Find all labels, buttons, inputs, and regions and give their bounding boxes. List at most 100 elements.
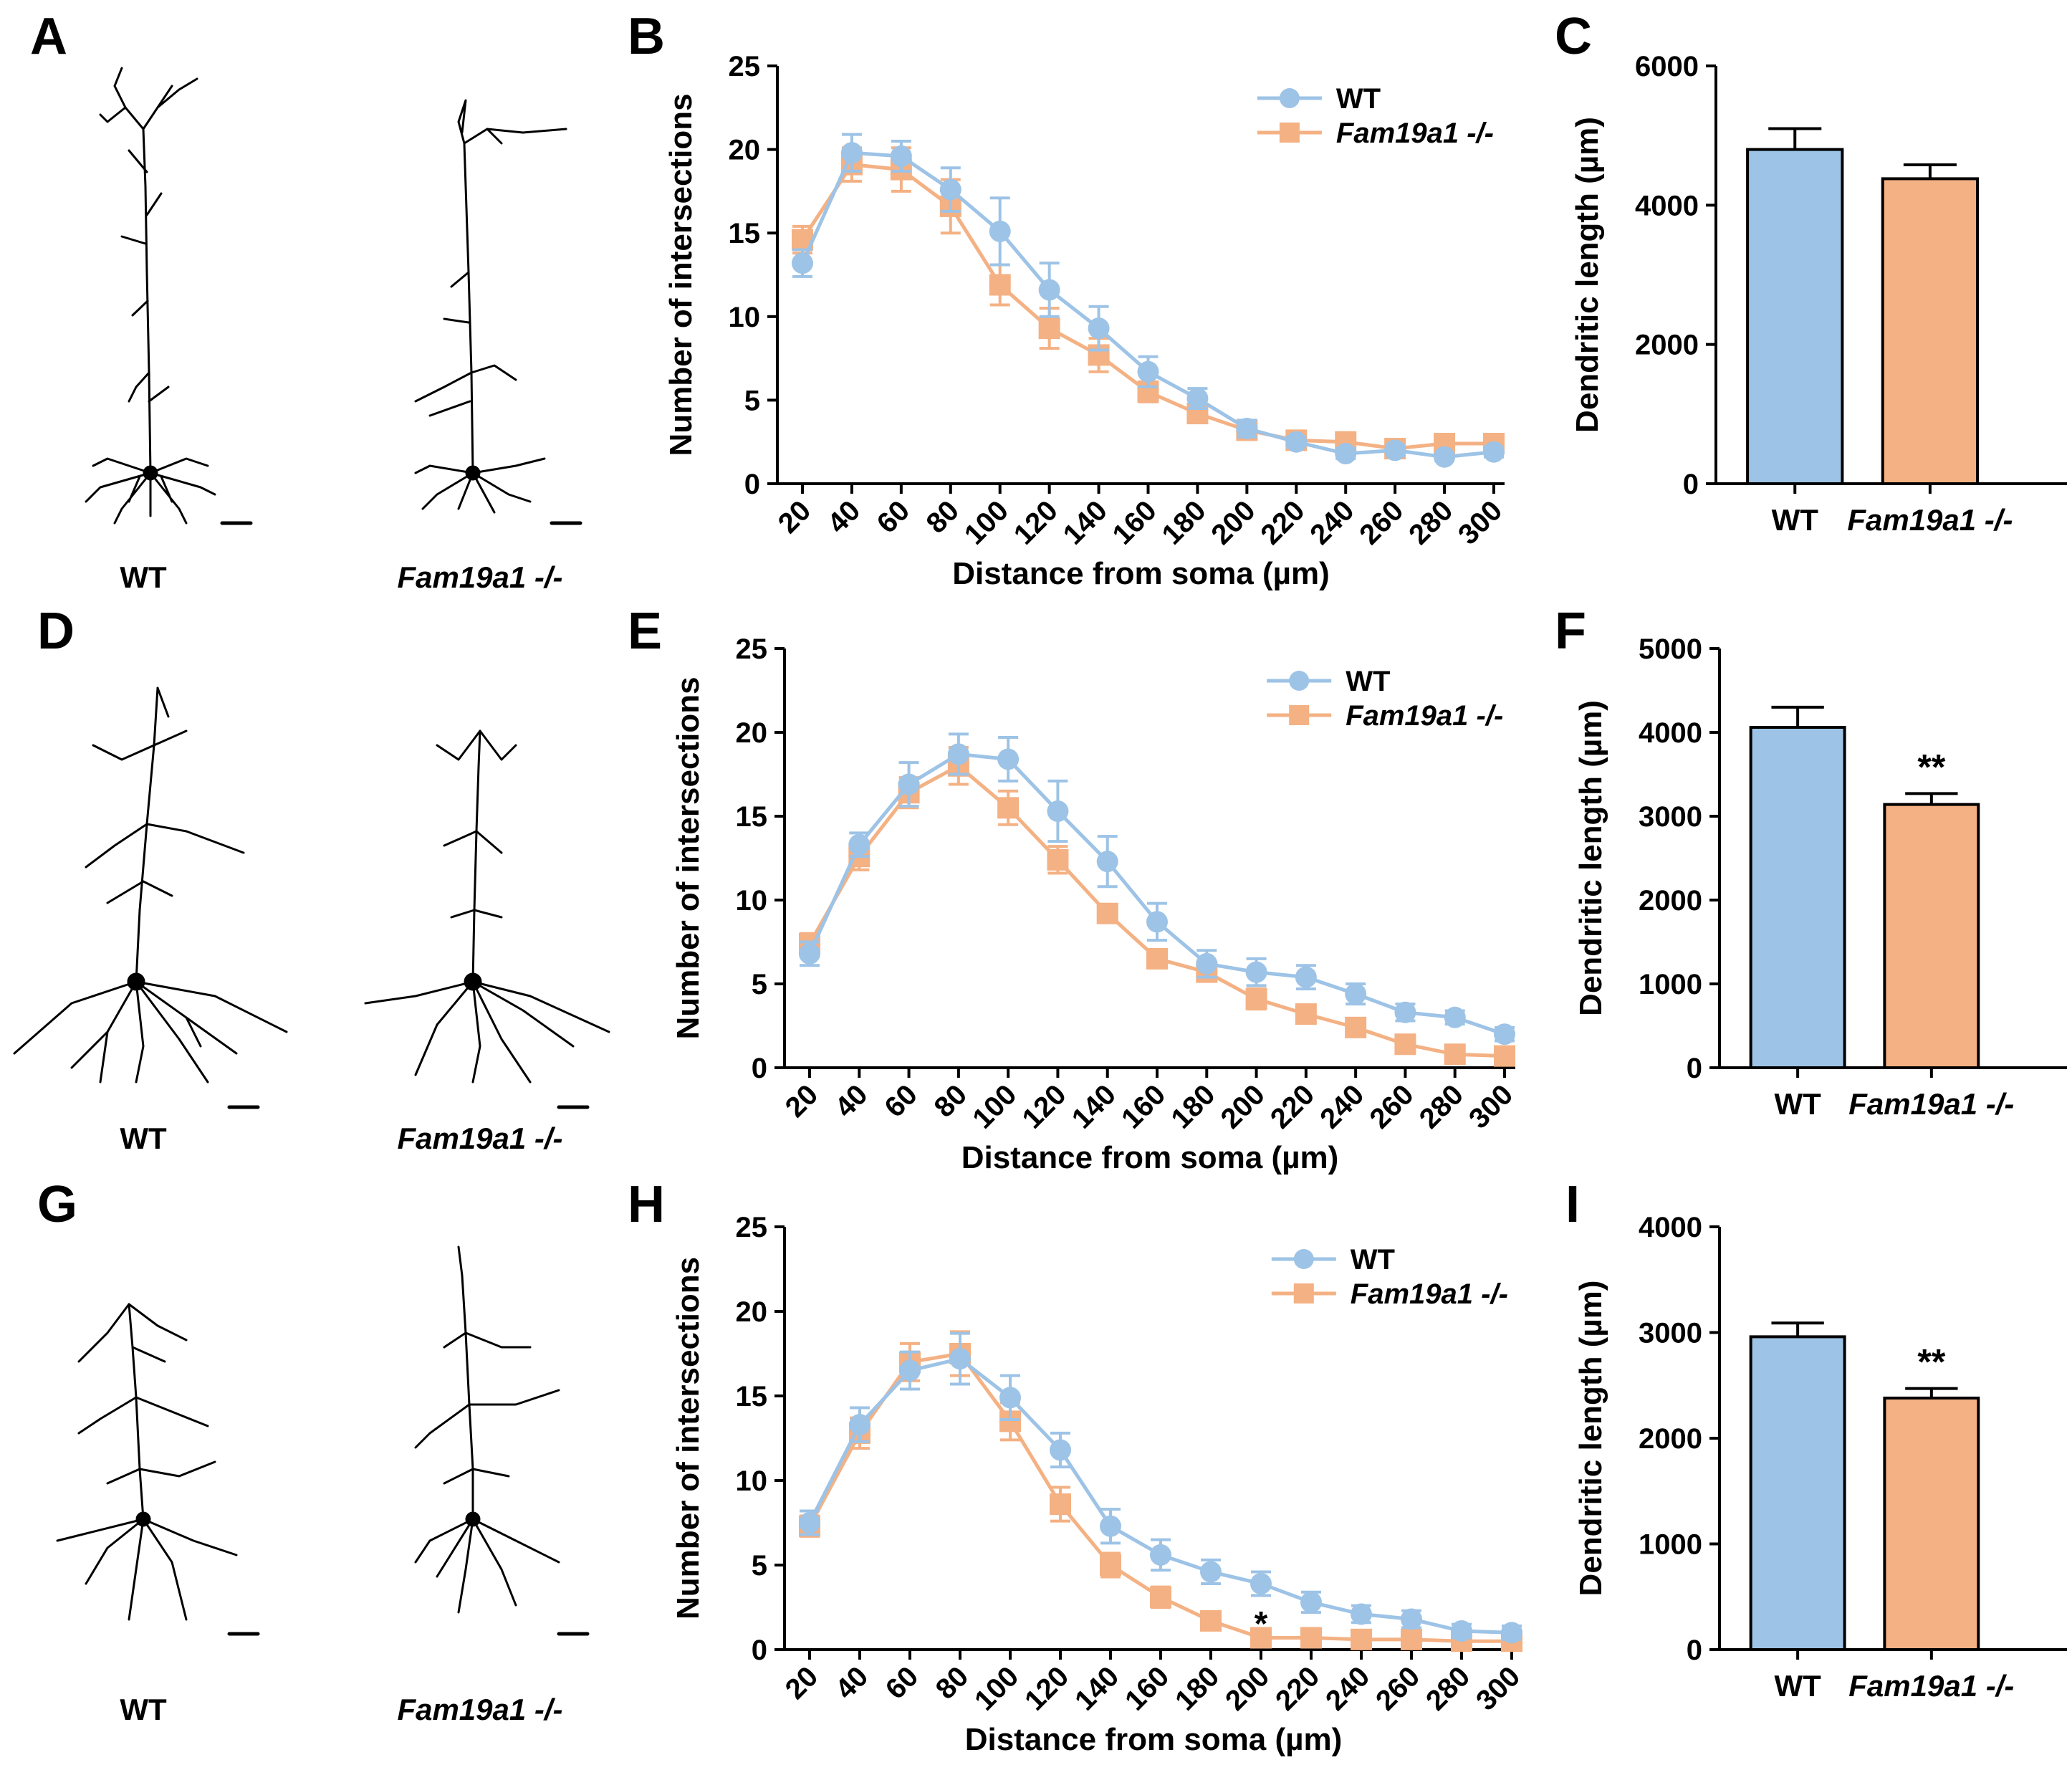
legend-label-wt: WT	[1351, 1244, 1395, 1276]
data-point-ko	[1494, 1045, 1515, 1067]
x-tick-label: 180	[1165, 1078, 1221, 1134]
y-tick-label: 0	[1687, 1635, 1702, 1666]
data-point-ko	[1245, 988, 1267, 1010]
data-point-ko	[1300, 1627, 1322, 1649]
x-tick-label: 220	[1265, 1078, 1320, 1134]
y-tick-label: 15	[729, 218, 761, 249]
y-axis-label: Dendritic length (µm)	[1573, 1281, 1608, 1597]
legend-label-ko: Fam19a1 -/-	[1346, 700, 1503, 732]
x-axis-label: Distance from soma (µm)	[952, 556, 1330, 591]
data-point-wt	[1401, 1608, 1422, 1630]
data-point-wt	[799, 1512, 820, 1534]
data-point-wt	[849, 1414, 870, 1436]
x-tick-label: 100	[967, 1078, 1022, 1134]
y-tick-label: 6000	[1635, 51, 1699, 82]
y-axis-label: Number of intersections	[671, 1257, 706, 1620]
x-tick-label: 60	[871, 494, 916, 540]
y-axis-label: Number of intersections	[671, 676, 706, 1039]
x-axis-label: Distance from soma (µm)	[965, 1722, 1343, 1757]
x-tick-label: 300	[1470, 1660, 1526, 1716]
data-point-ko	[1096, 902, 1118, 924]
data-point-wt	[1196, 952, 1218, 975]
data-point-wt	[1394, 1001, 1416, 1023]
x-tick-label: 40	[829, 1078, 874, 1124]
data-point-ko	[1250, 1627, 1272, 1649]
y-tick-label: 0	[752, 1053, 767, 1084]
x-tick-label: 180	[1169, 1660, 1225, 1716]
data-point-wt	[1236, 418, 1258, 440]
legend-label-ko: Fam19a1 -/-	[1351, 1278, 1508, 1310]
x-tick-label: 300	[1463, 1078, 1519, 1134]
data-point-wt	[1501, 1622, 1522, 1644]
x-tick-label: 100	[959, 494, 1015, 550]
tracing-label-ko-d: Fam19a1 -/-	[397, 1121, 562, 1155]
data-point-ko	[1345, 1016, 1367, 1038]
data-point-wt	[949, 1348, 971, 1370]
tracing-label-ko-a: Fam19a1 -/-	[397, 560, 562, 594]
neuron-tracing-ko-a	[414, 99, 582, 525]
data-point-wt	[1088, 317, 1110, 340]
tracing-label-wt-a: WT	[120, 560, 167, 594]
y-tick-label: 5000	[1639, 633, 1702, 665]
bar-wt	[1749, 725, 1846, 1069]
x-tick-label: 200	[1215, 1078, 1271, 1134]
data-point-wt	[898, 773, 920, 795]
neuron-tracing-ko-d	[364, 729, 610, 1109]
data-point-wt	[848, 833, 870, 856]
series-wt	[799, 1331, 1522, 1644]
y-tick-label: 3000	[1639, 801, 1702, 833]
x-tick-label: 60	[878, 1078, 924, 1124]
x-tick-label: Fam19a1 -/-	[1848, 1669, 2014, 1703]
legend-marker-ko	[1293, 1283, 1314, 1303]
data-point-ko	[1444, 1043, 1466, 1066]
data-point-wt	[1300, 1591, 1322, 1613]
bar-ko	[1881, 177, 1980, 485]
panel-letter-b: B	[628, 8, 665, 65]
y-axis-label: Dendritic length (µm)	[1573, 700, 1608, 1016]
x-tick-label: 220	[1255, 494, 1310, 550]
y-tick-label: 15	[736, 801, 768, 833]
series-wt	[799, 732, 1515, 1046]
data-point-ko	[1401, 1628, 1422, 1650]
y-tick-label: 20	[729, 135, 761, 166]
y-tick-label: 10	[729, 302, 761, 333]
x-tick-label: 40	[822, 494, 867, 540]
data-point-ko	[1047, 848, 1069, 871]
y-tick-label: 0	[1687, 1053, 1702, 1084]
data-point-ko	[997, 797, 1020, 819]
y-tick-label: 4000	[1639, 717, 1702, 749]
data-point-ko	[1100, 1554, 1121, 1576]
bar-wt	[1749, 1335, 1846, 1652]
y-tick-label: 0	[752, 1635, 767, 1666]
data-point-wt	[840, 142, 863, 164]
data-point-wt	[1150, 1544, 1171, 1566]
panel-letter-c: C	[1555, 8, 1592, 65]
y-tick-label: 2000	[1639, 1423, 1702, 1455]
y-tick-label: 25	[736, 1212, 768, 1243]
panel-letter-i: I	[1565, 1176, 1580, 1233]
x-tick-label: 140	[1066, 1078, 1122, 1134]
data-point-wt	[1451, 1620, 1472, 1642]
data-point-wt	[1444, 1006, 1466, 1028]
legend-marker-wt	[1293, 1249, 1314, 1269]
y-tick-label: 25	[736, 633, 768, 665]
y-tick-label: 20	[736, 717, 768, 749]
legend-label-ko: Fam19a1 -/-	[1336, 118, 1494, 149]
y-tick-label: 1000	[1639, 1529, 1702, 1561]
y-tick-label: 0	[744, 469, 760, 500]
data-point-wt	[989, 220, 1011, 242]
legend-marker-ko	[1289, 705, 1310, 725]
x-tick-label: WT	[1774, 1087, 1821, 1121]
y-tick-label: 5	[752, 1550, 767, 1582]
x-tick-label: 40	[830, 1660, 875, 1706]
x-tick-label: 140	[1057, 494, 1113, 550]
series-wt	[792, 133, 1505, 468]
significance-marker: **	[1917, 747, 1945, 787]
series-line	[800, 150, 1495, 459]
x-tick-label: 100	[969, 1660, 1025, 1716]
data-point-ko	[1200, 1609, 1222, 1632]
